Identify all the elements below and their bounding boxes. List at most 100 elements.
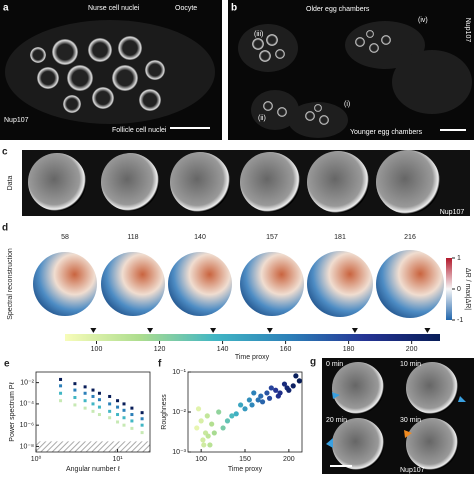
nuclei: [252, 30, 391, 125]
point: [195, 406, 202, 412]
point: [73, 388, 77, 392]
point: [130, 426, 134, 430]
row-label: Data: [7, 176, 14, 191]
point: [140, 431, 144, 435]
y-tick-label: 10⁻²: [172, 409, 186, 416]
colorbar-tick-label: 180: [343, 346, 355, 353]
time-marker: [147, 328, 154, 333]
point: [97, 405, 101, 409]
point: [251, 390, 257, 396]
point: [258, 393, 264, 399]
reconstructions: [33, 250, 444, 318]
colorbar-tick-label: 1: [457, 255, 461, 262]
point: [108, 394, 112, 398]
point: [122, 423, 126, 427]
point: [200, 437, 206, 443]
time-label: 30 min: [400, 417, 421, 424]
time-label: 181: [334, 234, 346, 241]
colorbar-tick-label: 100: [91, 346, 103, 353]
point: [207, 442, 213, 448]
time-label: 0 min: [326, 361, 343, 368]
point: [91, 388, 95, 392]
point: [59, 377, 63, 381]
egg-chamber: [5, 20, 215, 124]
annotation: Oocyte: [175, 5, 197, 12]
colorbar-tick-label: 120: [154, 346, 166, 353]
point: [97, 413, 101, 417]
point: [204, 413, 210, 419]
colorbar: [446, 258, 452, 320]
point: [116, 420, 120, 424]
timelapse: [332, 362, 458, 470]
y-tick-label: 10⁻⁴: [20, 401, 35, 408]
time-label: 20 min: [326, 417, 347, 424]
y-tick-label: 10⁻²: [20, 379, 34, 386]
point: [198, 418, 204, 424]
point: [246, 397, 252, 403]
point: [91, 409, 95, 413]
overlay: a b c d g Nurse cell nuclei Oocyte Follicle cel…: [2, 3, 471, 474]
point: [296, 378, 302, 384]
point: [108, 402, 112, 406]
point: [233, 411, 239, 417]
point: [216, 409, 222, 415]
stain-label: Nup107: [4, 117, 29, 124]
point: [73, 403, 77, 407]
point: [140, 417, 144, 421]
arrowheads: [326, 392, 466, 448]
point: [59, 399, 63, 403]
y-axis-label: Power spectrum Pℓ: [9, 382, 16, 442]
point: [116, 405, 120, 409]
point: [122, 402, 126, 406]
panel-label: b: [231, 3, 237, 14]
point: [286, 387, 292, 393]
point: [130, 413, 134, 417]
point: [249, 402, 255, 408]
point: [116, 399, 120, 403]
point: [290, 383, 296, 389]
point: [264, 390, 270, 396]
y-tick-label: 10⁻³: [172, 449, 186, 456]
colorbar-tick-label: 0: [457, 286, 461, 293]
panel-label: e: [4, 359, 10, 370]
point: [211, 430, 217, 436]
time-label: 118: [127, 234, 138, 241]
point: [73, 396, 77, 400]
annotation: Nurse cell nuclei: [88, 5, 140, 12]
stage-label: (i): [344, 101, 350, 108]
point: [238, 402, 244, 408]
time-marker: [424, 328, 431, 333]
point: [116, 413, 120, 417]
x-tick-label: 150: [239, 456, 251, 463]
x-tick-label: 100: [195, 456, 207, 463]
point: [293, 373, 299, 379]
point: [266, 395, 273, 401]
colorbar-tick-label: 140: [217, 346, 229, 353]
noise-floor: [36, 441, 150, 452]
point: [130, 419, 134, 423]
y-tick-label: 10⁻⁶: [20, 422, 34, 429]
x-tick-label: 200: [283, 456, 295, 463]
time-label: 157: [266, 234, 278, 241]
point: [73, 382, 77, 386]
stain-label: Nup107: [464, 18, 471, 43]
point: [201, 442, 207, 448]
time-label: 10 min: [400, 361, 421, 368]
y-tick-label: 10⁻⁸: [20, 443, 34, 450]
point: [277, 390, 283, 396]
point: [209, 421, 215, 427]
point: [194, 425, 200, 431]
point: [281, 381, 288, 387]
time-colorbar: [65, 334, 440, 341]
point: [83, 399, 87, 403]
stain-label: Nup107: [400, 467, 425, 474]
point: [122, 416, 126, 420]
point: [259, 399, 266, 405]
panel-label: d: [2, 223, 8, 234]
point: [130, 406, 134, 410]
colorbar-label: Time proxy: [235, 354, 270, 361]
y-axis-label: Roughness: [161, 394, 168, 430]
panel-label: f: [158, 359, 162, 370]
point: [140, 411, 144, 415]
colorbar-tick-label: -1: [457, 317, 463, 324]
